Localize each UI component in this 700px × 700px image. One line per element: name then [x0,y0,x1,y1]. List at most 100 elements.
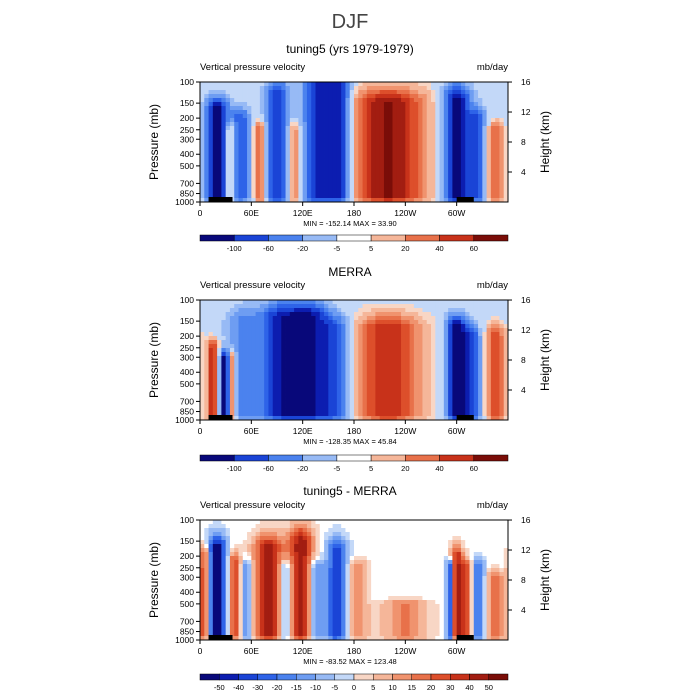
heatmap-cell [460,356,466,361]
heatmap-cell [272,524,278,529]
heatmap-cell [452,520,458,525]
heatmap-cell [379,356,385,361]
heatmap-cell [281,194,286,199]
heatmap-cell [452,368,458,373]
units-label: mb/day [477,62,508,73]
heatmap-cell [251,138,257,143]
height-tick-label: 4 [521,167,526,177]
heatmap-cell [242,154,248,159]
heatmap-cell [294,356,299,361]
heatmap-cell [298,316,304,321]
heatmap-cell [371,344,376,349]
heatmap-cell [452,114,458,119]
heatmap-cell [452,344,458,349]
heatmap-cell [499,154,505,159]
heatmap-cell [298,388,304,393]
heatmap-cell [448,320,453,325]
heatmap-cell [469,106,475,111]
heatmap-cell [349,138,355,143]
heatmap-cell [482,388,488,393]
heatmap-cell [431,540,436,545]
heatmap-cell [478,528,483,533]
heatmap-cell [375,138,381,143]
panel-1: tuning5 (yrs 1979-1979)Vertical pressure… [147,42,552,253]
heatmap-cell [379,142,385,147]
heatmap-cell [328,186,334,191]
heatmap-cell [448,340,453,345]
heatmap-cell [289,520,295,525]
heatmap-cell [238,388,244,393]
heatmap-cell [294,174,299,179]
heatmap-cell [448,134,453,139]
heatmap-cell [315,194,321,199]
heatmap-cell [478,380,483,385]
heatmap-cell [354,182,359,187]
heatmap-cell [200,396,205,401]
heatmap-cell [443,388,449,393]
heatmap-cell [336,380,342,385]
heatmap-cell [319,94,325,99]
heatmap-cell [452,316,458,321]
heatmap-cell [371,174,376,179]
heatmap-cell [486,352,492,357]
heatmap-cell [272,408,278,413]
heatmap-cell [499,118,505,123]
heatmap-cell [426,356,432,361]
heatmap-cell [422,102,428,107]
heatmap-cell [401,528,406,533]
heatmap-cell [418,540,423,545]
heatmap-cell [396,198,402,203]
heatmap-cell [409,356,415,361]
heatmap-cell [264,312,269,317]
heatmap-cell [465,328,470,333]
heatmap-cell [341,166,346,171]
heatmap-cell [478,122,483,127]
heatmap-cell [362,90,368,95]
heatmap-cell [302,142,308,147]
heatmap-cell [268,352,274,357]
heatmap-cell [315,174,321,179]
heatmap-cell [225,130,231,135]
heatmap-cell [482,94,488,99]
heatmap-cell [268,174,274,179]
heatmap-cell [341,86,346,91]
heatmap-cell [401,110,406,115]
heatmap-cell [221,528,227,533]
heatmap-cell [324,388,329,393]
colorbar-label: -5 [334,244,341,253]
heatmap-cell [242,332,248,337]
heatmap-cell [225,316,231,321]
heatmap-cell [268,118,274,123]
heatmap-cell [324,340,329,345]
heatmap-cell [319,102,325,107]
heatmap-cell [405,154,411,159]
heatmap-cell [401,396,406,401]
heatmap-cell [409,300,415,305]
heatmap-cell [217,360,222,365]
heatmap-cell [332,316,338,321]
heatmap-cell [439,376,445,381]
heatmap-cell [431,162,436,167]
heatmap-cell [251,198,257,203]
heatmap-cell [495,126,500,131]
heatmap-cell [486,300,492,305]
heatmap-cell [264,540,269,545]
heatmap-cell [302,528,308,533]
heatmap-cell [281,544,286,549]
heatmap-cell [319,364,325,369]
heatmap-cell [259,102,265,107]
heatmap-cell [478,162,483,167]
heatmap-cell [349,544,355,549]
heatmap-cell [234,182,239,187]
heatmap-cell [362,178,368,183]
heatmap-cell [255,380,261,385]
heatmap-cell [452,158,458,163]
heatmap-cell [336,396,342,401]
heatmap-cell [473,110,479,115]
heatmap-cell [259,368,265,373]
heatmap-cell [281,316,286,321]
heatmap-cell [311,392,316,397]
heatmap-cell [371,304,376,309]
heatmap-cell [362,146,368,151]
